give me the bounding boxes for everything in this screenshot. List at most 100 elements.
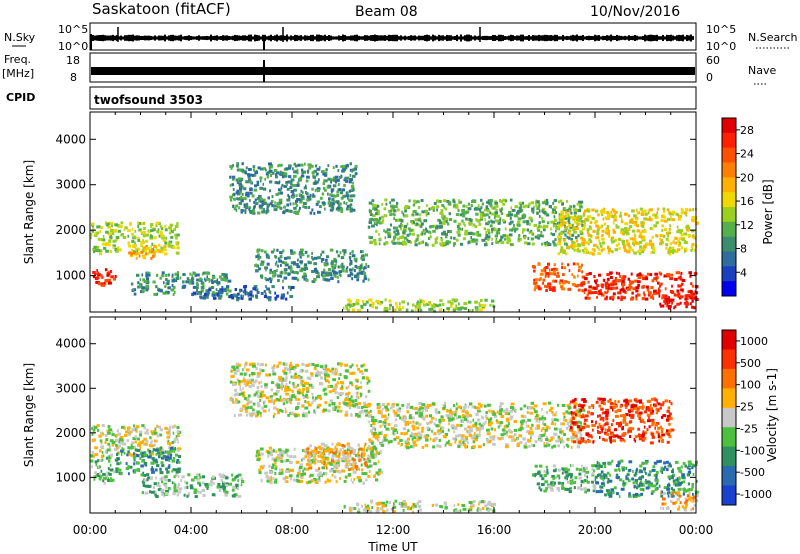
data-cell	[274, 181, 278, 184]
data-cell	[569, 225, 573, 229]
data-cell	[653, 277, 657, 281]
data-cell	[677, 292, 681, 296]
data-cell	[553, 269, 556, 273]
data-cell	[567, 281, 571, 284]
data-cell	[352, 181, 354, 185]
data-cell	[610, 283, 613, 287]
data-cell	[310, 459, 313, 463]
data-cell	[441, 241, 446, 245]
data-cell	[195, 282, 199, 286]
data-cell	[385, 241, 388, 245]
data-cell	[323, 455, 326, 458]
data-cell	[642, 277, 646, 281]
nsky-trace-segment	[604, 35, 606, 41]
data-cell	[551, 279, 556, 283]
data-cell	[223, 275, 227, 279]
data-cell	[329, 248, 334, 252]
data-cell	[380, 470, 384, 474]
data-cell	[561, 287, 566, 291]
data-cell	[427, 403, 432, 407]
data-cell	[328, 450, 331, 454]
data-cell	[101, 424, 105, 427]
data-cell	[257, 257, 260, 261]
data-cell	[220, 478, 224, 482]
data-cell	[306, 400, 310, 404]
data-cell	[236, 168, 239, 172]
data-cell	[581, 241, 585, 245]
data-cell	[533, 288, 536, 292]
data-cell	[248, 363, 252, 367]
data-cell	[291, 366, 294, 370]
data-cell	[256, 394, 260, 398]
data-cell	[345, 202, 348, 205]
data-cell	[270, 199, 274, 203]
data-cell	[260, 292, 264, 295]
data-cell	[323, 179, 326, 183]
data-cell	[302, 390, 305, 394]
data-cell	[285, 167, 289, 171]
data-cell	[487, 199, 490, 203]
data-cell	[275, 450, 278, 454]
data-cell	[286, 458, 289, 462]
data-cell	[637, 250, 640, 253]
data-cell	[234, 388, 238, 392]
data-cell	[93, 245, 97, 249]
nsky-trace-segment	[232, 35, 234, 41]
data-cell	[509, 228, 512, 232]
data-cell	[231, 473, 234, 477]
data-cell	[644, 277, 649, 281]
data-cell	[153, 236, 157, 240]
data-cell	[294, 164, 298, 168]
data-cell	[521, 215, 526, 218]
nsky-trace-segment	[168, 35, 170, 41]
data-cell	[467, 425, 471, 429]
data-cell	[243, 203, 248, 207]
data-cell	[295, 375, 300, 379]
data-cell	[353, 257, 358, 261]
data-cell	[417, 306, 422, 310]
data-cell	[393, 213, 396, 217]
data-cell	[260, 167, 264, 171]
data-cell	[278, 163, 283, 167]
data-cell	[165, 455, 169, 459]
data-cell	[368, 298, 372, 302]
data-cell	[596, 229, 600, 233]
data-cell	[108, 238, 111, 241]
data-cell	[280, 459, 284, 463]
data-cell	[581, 227, 586, 231]
data-cell	[502, 219, 505, 223]
data-cell	[174, 484, 177, 487]
data-cell	[545, 410, 549, 414]
data-cell	[310, 451, 313, 455]
data-cell	[374, 447, 378, 451]
data-cell	[396, 408, 399, 412]
data-cell	[510, 220, 514, 224]
data-cell	[105, 456, 110, 460]
data-cell	[637, 293, 641, 297]
data-cell	[446, 232, 448, 236]
data-cell	[315, 364, 319, 368]
data-cell	[367, 379, 371, 383]
data-cell	[311, 270, 315, 273]
data-cell	[268, 162, 272, 166]
nsky-trace-segment	[104, 35, 106, 41]
data-cell	[107, 271, 111, 275]
data-cell	[571, 436, 574, 440]
data-cell	[646, 217, 651, 221]
colorbar-swatch	[722, 118, 736, 134]
data-cell	[282, 362, 285, 366]
data-cell	[275, 193, 279, 196]
data-cell	[294, 414, 298, 418]
data-cell	[517, 239, 521, 243]
data-cell	[342, 164, 346, 168]
data-cell	[444, 207, 448, 211]
data-cell	[444, 217, 449, 221]
data-cell	[453, 200, 456, 204]
data-cell	[144, 239, 149, 243]
data-cell	[244, 365, 246, 369]
data-cell	[601, 208, 606, 212]
data-cell	[177, 460, 181, 464]
data-cell	[278, 361, 282, 365]
data-cell	[113, 447, 118, 451]
data-cell	[256, 249, 260, 253]
